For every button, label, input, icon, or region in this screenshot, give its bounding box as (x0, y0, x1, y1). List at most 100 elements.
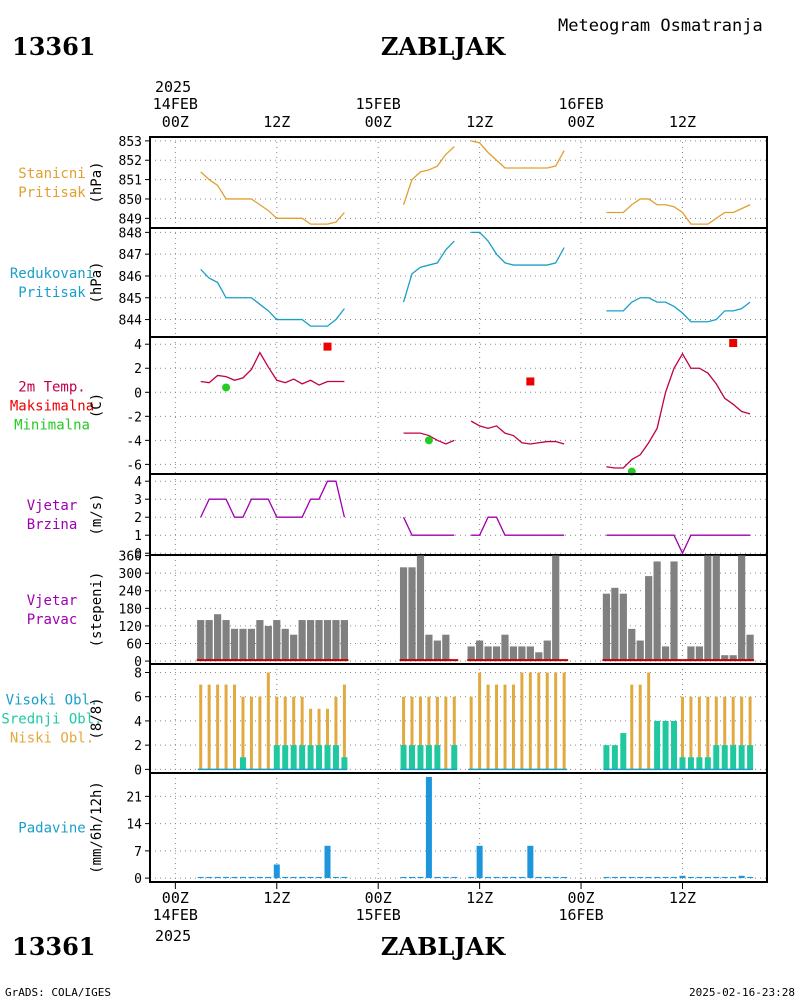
y-tick-label: -4 (126, 434, 142, 449)
wind-dir-bar (340, 620, 348, 662)
cloud-low-bar (418, 696, 422, 770)
precip-bar (476, 845, 483, 879)
y-tick-label: 6 (134, 691, 142, 706)
series-line (403, 432, 455, 445)
series-line (606, 198, 751, 225)
time-tick-label-bottom: 00Z (162, 889, 189, 907)
wind-dir-bar (290, 634, 298, 662)
precip-bar (671, 876, 678, 879)
wind-dir-bar (729, 655, 737, 662)
panel-temperature: -6 -4 -2 0 2 4 2m Temp. Maksimalna Minimalna(C) (10, 336, 768, 476)
wind-dir-bar (476, 640, 484, 662)
precip-bar (535, 876, 542, 879)
cloud-mid-bar (332, 745, 339, 770)
cloud-low-bar (224, 684, 228, 770)
panel-label: Maksimalna (10, 399, 94, 415)
wind-dir-bar (695, 646, 703, 662)
cloud-low-bar (444, 696, 448, 770)
cloud-low-bar (469, 696, 473, 770)
panel-unit: (hPa) (89, 261, 105, 303)
time-tick-label-top: 00Z (568, 113, 595, 131)
cloud-mid-bar (696, 757, 703, 770)
time-tick-label-top: 12Z (263, 113, 290, 131)
precip-bar (307, 876, 314, 879)
panel-label: Visoki Obl. (6, 693, 99, 709)
series-line (200, 171, 345, 225)
cloud-low-bar (249, 696, 253, 770)
wind-dir-bar (611, 587, 619, 662)
precip-bar (510, 876, 517, 879)
cloud-low-bar (706, 696, 710, 770)
timestamp-label: 2025-02-16-23:28 (689, 986, 795, 999)
cloud-mid-bar (290, 745, 297, 770)
credit-label: GrADS: COLA/IGES (5, 986, 111, 999)
panel-label: Brzina (27, 517, 78, 533)
wind-dir-bar (670, 561, 678, 662)
precip-bar (299, 876, 306, 879)
y-tick-label: 300 (119, 567, 142, 582)
wind-dir-bar (653, 561, 661, 662)
series-line (402, 146, 455, 205)
station-id-top: 13361 (12, 32, 96, 61)
cloud-mid-bar (662, 720, 669, 770)
precip-bar (687, 876, 694, 879)
cloud-low-bar (748, 696, 752, 770)
cloud-low-bar (402, 696, 406, 770)
cloud-low-bar (283, 696, 287, 770)
cloud-mid-bar (273, 745, 280, 770)
wind-dir-bar (687, 646, 695, 662)
panel-label: Srednji Obl. (1, 712, 102, 728)
tmin-marker (424, 436, 433, 445)
wind-dir-bar (552, 555, 560, 662)
precip-bar (637, 876, 644, 879)
y-tick-label: 845 (119, 292, 142, 307)
series-line (471, 140, 565, 169)
wind-dir-bar (433, 640, 441, 662)
cloud-low-bar (647, 672, 651, 770)
year-label-bottom: 2025 (155, 927, 191, 945)
chart-title: Meteogram Osmatranja (558, 16, 763, 36)
tmax-marker (323, 342, 332, 351)
date-label-bottom: 14FEB (153, 906, 198, 924)
time-tick-label-bottom: 00Z (365, 889, 392, 907)
station-id-bottom: 13361 (12, 932, 96, 961)
cloud-mid-bar (316, 745, 323, 770)
cloud-low-bar (317, 708, 321, 770)
cloud-low-bar (630, 684, 634, 770)
precip-bar (214, 876, 221, 879)
series-line (200, 480, 346, 518)
cloud-low-bar (427, 696, 431, 770)
cloud-low-bar (309, 708, 313, 770)
wind-dir-bar (721, 655, 729, 662)
panel-label: Pravac (27, 612, 78, 628)
wind-dir-bar (467, 646, 475, 662)
precip-bar (679, 875, 686, 879)
cloud-low-bar (233, 684, 237, 770)
precip-bar (265, 876, 272, 879)
series-line (200, 268, 345, 327)
cloud-mid-bar (324, 745, 331, 770)
precip-bar (654, 876, 661, 879)
y-tick-label: 2 (134, 511, 142, 526)
y-tick-label: -2 (126, 410, 142, 425)
series-line (402, 516, 455, 536)
cloud-low-bar (520, 672, 524, 770)
date-label-bottom: 15FEB (356, 906, 401, 924)
wind-dir-bar (746, 634, 754, 662)
cloud-mid-bar (721, 745, 728, 770)
wind-dir-bar (628, 628, 636, 662)
y-tick-label: 240 (119, 585, 142, 600)
panel-unit: (stepeni) (89, 572, 105, 648)
precip-bar (747, 876, 754, 879)
cloud-low-bar (342, 684, 346, 770)
cloud-low-bar (486, 684, 490, 770)
precip-bar (442, 876, 449, 879)
precip-bar (290, 876, 297, 879)
cloud-low-bar (545, 672, 549, 770)
wind-dir-bar (281, 628, 289, 662)
wind-dir-bar (492, 646, 501, 662)
cloud-mid-bar (671, 720, 678, 770)
y-tick-label: 14 (126, 818, 142, 833)
panel-label: Vjetar (27, 593, 78, 609)
y-tick-label: 848 (119, 226, 142, 241)
